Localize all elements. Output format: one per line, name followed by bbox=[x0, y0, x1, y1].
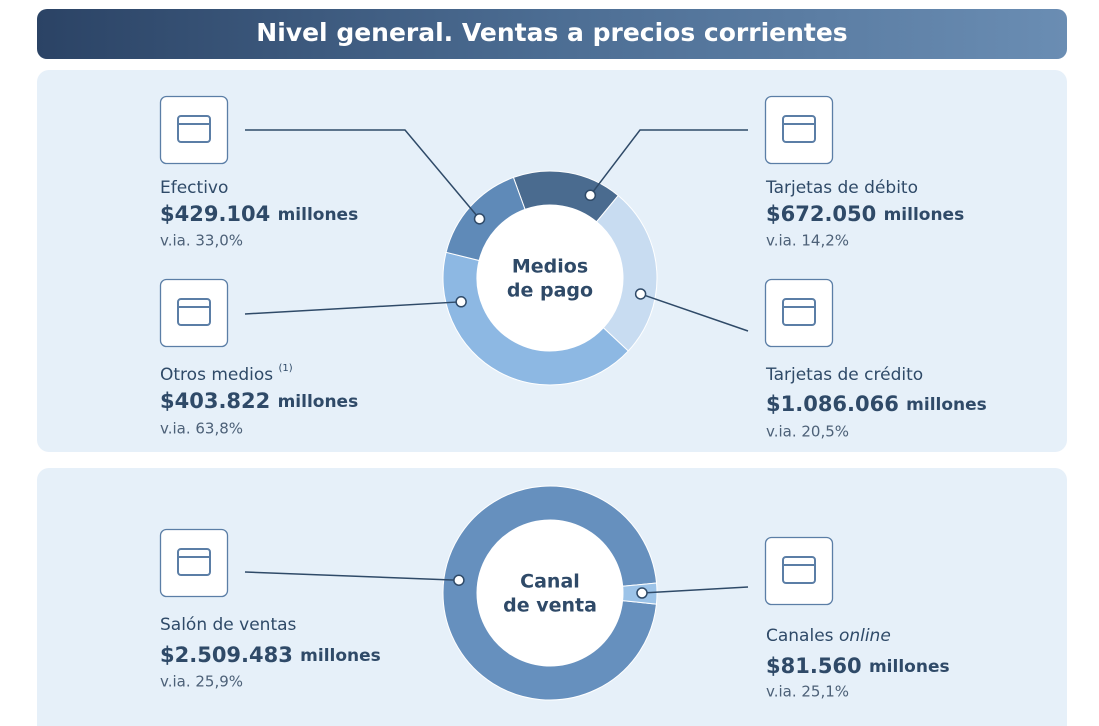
item-unit: millones bbox=[884, 205, 965, 225]
item-unit: millones bbox=[278, 205, 359, 225]
icon bbox=[159, 95, 229, 165]
icon-frame bbox=[764, 536, 834, 606]
connector-dot bbox=[636, 587, 648, 599]
item-unit: millones bbox=[906, 395, 987, 415]
item-amount: $2.509.483 millones bbox=[160, 643, 381, 667]
item-variation: v.ia. 25,1% bbox=[766, 683, 849, 701]
icon bbox=[764, 536, 834, 606]
item-label-text: Efectivo bbox=[160, 178, 228, 198]
connector-dot bbox=[634, 288, 647, 300]
item-value: $1.086.066 bbox=[766, 392, 899, 416]
icon-glyph bbox=[782, 115, 816, 143]
item-variation: v.ia. 14,2% bbox=[766, 232, 849, 250]
item-variation: v.ia. 63,8% bbox=[160, 420, 243, 438]
item-label: Tarjetas de débito bbox=[765, 178, 918, 198]
item-unit: millones bbox=[869, 657, 950, 677]
item-label-text: Canales bbox=[766, 626, 834, 646]
item-label-text: Tarjetas de débito bbox=[765, 178, 918, 198]
item-label: Otros medios (1) bbox=[160, 363, 293, 385]
item-value: $81.560 bbox=[766, 654, 862, 678]
icon-frame bbox=[159, 278, 229, 348]
item-label-text: Salón de ventas bbox=[160, 615, 297, 635]
item-value: $672.050 bbox=[766, 202, 876, 226]
item-amount: $1.086.066 millones bbox=[766, 392, 987, 416]
connector-dot bbox=[584, 189, 597, 202]
header-title: Nivel general. Ventas a precios corrient… bbox=[256, 18, 847, 47]
donut-hole bbox=[477, 520, 623, 666]
center-label: Canal bbox=[520, 571, 580, 593]
item-label-text: Otros medios bbox=[160, 365, 273, 385]
connector bbox=[245, 129, 481, 220]
icon-glyph bbox=[177, 298, 211, 326]
center-label: Medios bbox=[512, 256, 588, 278]
connector bbox=[244, 301, 462, 315]
item-amount: $672.050 millones bbox=[766, 202, 964, 226]
center-label: de pago bbox=[507, 280, 593, 302]
item-note: (1) bbox=[279, 363, 293, 374]
item-value: $2.509.483 bbox=[160, 643, 293, 667]
item-amount: $429.104 millones bbox=[160, 202, 358, 226]
icon-frame bbox=[764, 278, 834, 348]
item-label: Efectivo bbox=[160, 178, 228, 198]
connector-dot bbox=[473, 213, 486, 225]
header-bar bbox=[37, 9, 1067, 59]
connector bbox=[589, 129, 748, 196]
icon bbox=[159, 278, 229, 348]
item-label: Salón de ventas bbox=[160, 615, 297, 635]
icon-glyph bbox=[782, 556, 816, 584]
center-label: de venta bbox=[503, 595, 597, 617]
item-unit: millones bbox=[278, 392, 359, 412]
icon-frame bbox=[159, 95, 229, 165]
connector bbox=[641, 586, 749, 594]
item-variation: v.ia. 33,0% bbox=[160, 232, 243, 250]
item-value: $429.104 bbox=[160, 202, 270, 226]
item-value: $403.822 bbox=[160, 389, 270, 413]
connector-dot bbox=[453, 574, 465, 586]
item-unit: millones bbox=[300, 646, 381, 666]
donut-hole bbox=[477, 205, 623, 351]
icon bbox=[159, 528, 229, 598]
item-variation: v.ia. 25,9% bbox=[160, 673, 243, 691]
icon-glyph bbox=[782, 298, 816, 326]
connector bbox=[244, 571, 459, 581]
icon-frame bbox=[159, 528, 229, 598]
icon-glyph bbox=[177, 548, 211, 576]
icon-frame bbox=[764, 95, 834, 165]
item-label: Tarjetas de crédito bbox=[765, 365, 923, 385]
item-label-em: online bbox=[839, 626, 891, 646]
icon bbox=[764, 95, 834, 165]
connector-dot bbox=[455, 296, 467, 308]
icon-glyph bbox=[177, 115, 211, 143]
icon bbox=[764, 278, 834, 348]
item-label-text: Tarjetas de crédito bbox=[765, 365, 923, 385]
item-amount: $403.822 millones bbox=[160, 389, 358, 413]
item-amount: $81.560 millones bbox=[766, 654, 950, 678]
item-variation: v.ia. 20,5% bbox=[766, 423, 849, 441]
connector bbox=[640, 293, 749, 332]
item-label: Canales online bbox=[766, 626, 891, 646]
